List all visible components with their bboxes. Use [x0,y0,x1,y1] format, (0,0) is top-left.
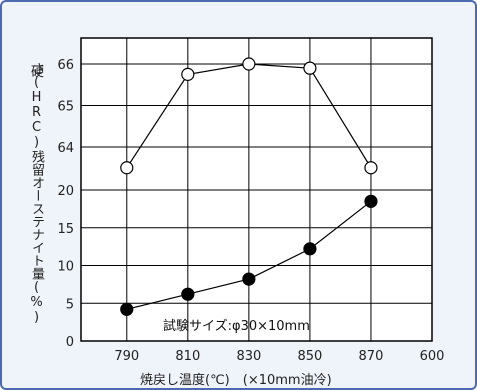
x-axis-ticks: 790 810 830 850 870 600 [114,349,444,364]
retained-austenite-point [182,288,194,300]
x-tick-label: 870 [359,349,384,364]
hardness-point [243,58,255,70]
x-tick-label: 850 [297,349,322,364]
y-tick-label: 20 [57,184,74,199]
y-axis-ticks: 66 65 64 20 15 10 5 0 [57,58,74,350]
x-tick-label: 830 [236,349,261,364]
x-axis-label: 焼戻し温度(℃) (×10mm油冷) [140,372,332,388]
x-tick-label: 600 [420,349,445,364]
x-tick-label: 790 [114,349,139,364]
hardness-point [121,162,133,174]
y-tick-label: 15 [57,222,74,237]
hardness-point [304,62,316,74]
y-tick-label: 5 [66,297,74,312]
hardness-point [365,162,377,174]
retained-austenite-point [121,303,133,315]
y-tick-label: 0 [66,335,74,350]
y-tick-label: 10 [57,260,74,275]
y-tick-label: 66 [57,58,74,73]
retained-austenite-point [304,243,316,255]
x-tick-label: 810 [175,349,200,364]
hardness-point [182,68,194,80]
retained-austenite-point [365,195,377,207]
y-tick-label: 65 [57,100,74,115]
retained-austenite-point [243,273,255,285]
test-size-annotation: 試験サイズ:φ30×10mm [163,318,310,334]
y-axis-label: さ(HRC)残留オーステナイト量(%) [26,62,44,332]
y-tick-label: 64 [57,141,74,156]
